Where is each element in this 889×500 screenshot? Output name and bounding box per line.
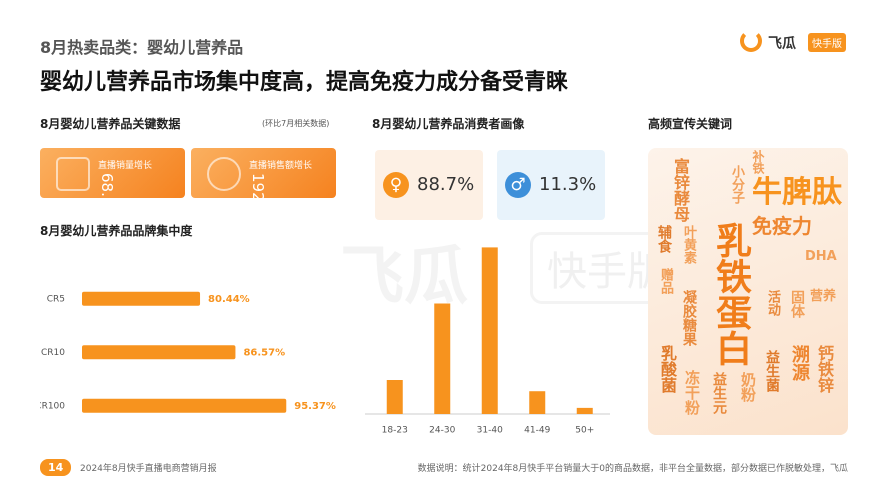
male-share: 11.3% [539,174,597,195]
keyword: 叶黄素 [681,225,696,264]
category-label: CR100 [40,401,65,411]
keyword: 冻干粉 [683,370,701,415]
card-label: 直播销售额增长 [249,161,313,171]
page-number: 14 [40,459,72,476]
title: 婴幼儿营养品市场集中度高，提高免疫力成分备受青睐 [40,70,569,95]
male-card: ♂ 11.3% [497,150,605,220]
keyword: 免疫力 [752,214,812,238]
age-chart: 18-23 24-30 31-40 41-49 50+ [365,247,610,436]
data-card: 直播销量增长 68.3% [40,148,185,221]
keyword: 乳酸菌 [658,345,677,393]
section-title: 8月婴幼儿营养品品牌集中度 [40,224,193,238]
keyword: 益生菌 [764,350,780,392]
keyword: 补铁 [751,150,765,174]
section-title: 高频宣传关键词 [648,117,733,131]
logo-badge: 快手版 [808,33,846,52]
keyword: 富锌酵母 [671,158,690,222]
keyword: 活动 [765,290,780,316]
card-value: 68.3% [98,173,116,221]
data-note: 数据说明：统计2024年8月快手平台销量大于0的商品数据，非平台全量数据，部分数… [417,464,848,474]
x-tick-label: 24-30 [429,426,455,436]
card-value: 192.8% [249,173,267,231]
category-label: CR10 [41,348,65,358]
keyword: 钙铁锌 [815,345,834,393]
category: 8月热卖品类：婴幼儿营养品 [40,38,244,57]
bar [82,291,201,306]
bar [529,391,546,414]
concentration-chart: CR5 80.44% CR10 86.57% CR100 95.37% [40,291,336,413]
bar [386,380,403,414]
keyword: DHA [805,249,837,264]
card-label: 直播销量增长 [98,161,153,171]
logo-icon [740,30,762,52]
data-card: 直播销售额增长 192.8% [191,148,336,230]
keyword: 凝胶糖果 [681,290,697,346]
bar [82,398,287,413]
keyword: 益生元 [711,372,727,414]
watermark: 飞瓜 [340,240,468,314]
keyword: 赠品 [658,268,673,294]
section-title: 8月婴幼儿营养品消费者画像 [372,117,525,131]
keyword: 营养 [810,289,837,304]
keyword: 固体 [789,290,805,318]
category-label: CR5 [47,294,65,304]
section-note: (环比7月相关数据) [262,119,330,128]
x-tick-label: 31-40 [477,426,503,436]
value-label: 95.37% [294,401,336,412]
keyword: 辅食 [656,225,672,253]
keyword: 牛脾肽 [752,175,842,210]
bar [481,247,498,414]
bar [82,345,236,360]
keyword: 奶粉 [739,372,757,402]
female-card: ♀ 88.7% [375,150,483,220]
x-tick-label: 50+ [575,426,594,436]
bar [576,407,593,414]
value-label: 86.57% [243,347,285,358]
keyword: 乳铁蛋白 [710,222,751,366]
logo-brand: 飞瓜 [768,36,796,52]
value-label: 80.44% [208,294,250,305]
x-tick-label: 41-49 [524,426,550,436]
report-name: 2024年8月快手直播电商营销月报 [80,464,217,474]
watermark-badge: 快手版 [530,232,684,304]
x-tick-label: 18-23 [382,426,408,436]
keyword: 小分子 [729,165,744,204]
section-title: 8月婴幼儿营养品关键数据 [40,117,181,131]
word-cloud [648,148,848,435]
female-share: 88.7% [417,174,475,195]
keyword: 溯源 [789,345,810,381]
bar [434,303,451,414]
